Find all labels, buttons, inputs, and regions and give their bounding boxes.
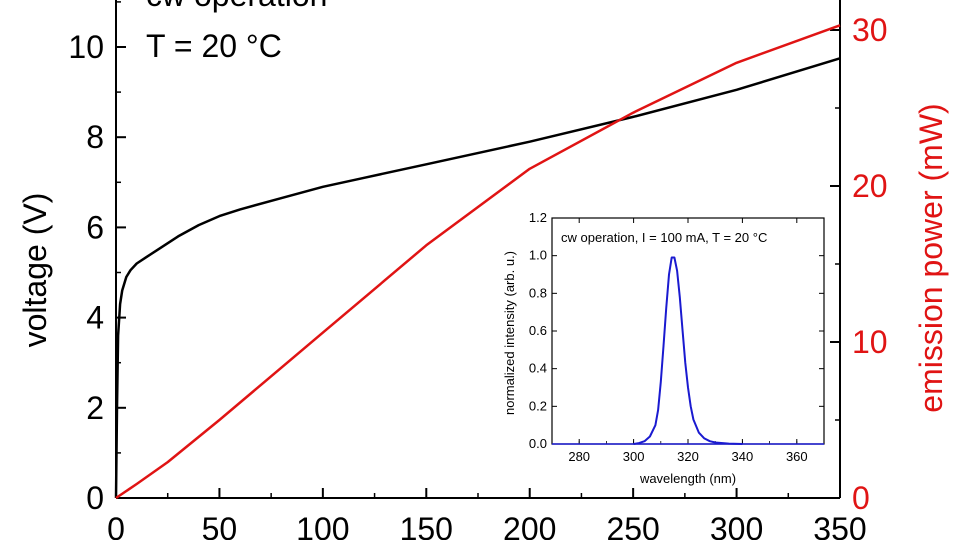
x-tick-label: 0 bbox=[107, 511, 125, 540]
inset-x-tick-label: 340 bbox=[732, 449, 754, 464]
voltage-curve bbox=[114, 57, 841, 499]
inset-y-tick-label: 0.0 bbox=[529, 436, 547, 451]
inset-y-tick-label: 0.6 bbox=[529, 323, 547, 338]
x-tick-label: 250 bbox=[606, 511, 659, 540]
x-tick-label: 300 bbox=[710, 511, 763, 540]
inset-x-tick-label: 320 bbox=[677, 449, 699, 464]
inset-y-tick-label: 1.0 bbox=[529, 248, 547, 263]
y-axis-label-left: voltage (V) bbox=[17, 193, 53, 348]
inset-x-tick-label: 280 bbox=[568, 449, 590, 464]
inset-x-tick-label: 360 bbox=[786, 449, 808, 464]
inset-y-tick-label: 0.2 bbox=[529, 398, 547, 413]
y-tick-label-right: 30 bbox=[852, 12, 888, 48]
chart-title-line-2: T = 20 °C bbox=[146, 28, 282, 64]
y-tick-label-left: 0 bbox=[86, 480, 104, 516]
x-tick-label: 200 bbox=[503, 511, 556, 540]
inset-title: cw operation, I = 100 mA, T = 20 °C bbox=[561, 230, 767, 245]
x-tick-label: 350 bbox=[813, 511, 866, 540]
chart-title-line-1: cw operation bbox=[146, 0, 327, 13]
inset-y-tick-label: 1.2 bbox=[529, 210, 547, 225]
inset-background bbox=[551, 217, 825, 445]
y-tick-label-left: 8 bbox=[86, 119, 104, 155]
y-tick-label-right: 10 bbox=[852, 324, 888, 360]
x-tick-label: 150 bbox=[400, 511, 453, 540]
y-tick-label-left: 10 bbox=[68, 29, 104, 65]
y-tick-label-left: 2 bbox=[86, 390, 104, 426]
x-tick-label: 100 bbox=[296, 511, 349, 540]
inset-x-axis-label: wavelength (nm) bbox=[639, 471, 736, 486]
y-tick-label-right: 0 bbox=[852, 480, 870, 516]
power-curve bbox=[115, 24, 841, 500]
y-tick-label-left: 4 bbox=[86, 300, 104, 336]
x-tick-label: 50 bbox=[202, 511, 238, 540]
y-tick-label-right: 20 bbox=[852, 168, 888, 204]
y-axis-label-right: emission power (mW) bbox=[913, 103, 949, 412]
y-tick-label-left: 6 bbox=[86, 209, 104, 245]
inset-y-tick-label: 0.4 bbox=[529, 361, 547, 376]
inset-y-tick-label: 0.8 bbox=[529, 285, 547, 300]
inset-x-tick-label: 300 bbox=[623, 449, 645, 464]
spectrum-curve bbox=[633, 256, 743, 445]
inset-y-axis-label: normalized intensity (arb. u.) bbox=[502, 251, 517, 415]
